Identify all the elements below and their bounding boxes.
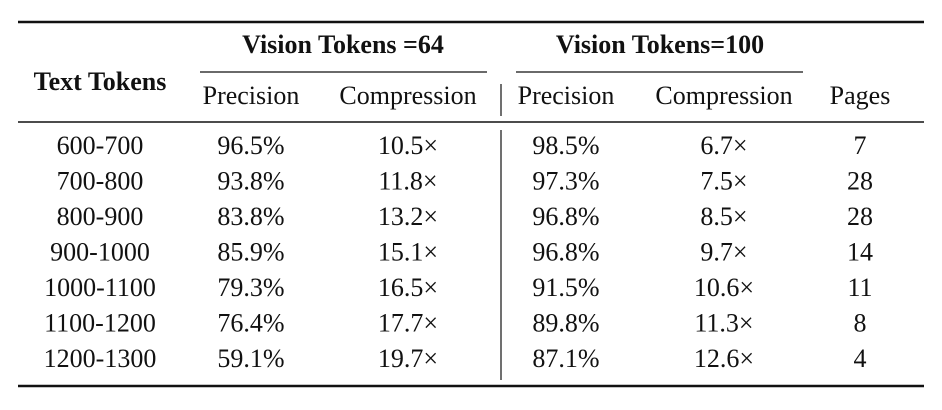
cell: 89.8% [532,308,599,337]
cell: 13.2× [378,202,438,231]
cell: 1100-1200 [44,308,156,337]
cell: 8 [854,308,867,337]
cell: 6.7× [700,131,747,160]
cell: 17.7× [378,308,438,337]
cell: 85.9% [217,237,284,266]
cell: 14 [847,237,873,266]
column-header: Text Tokens [34,67,167,96]
cell: 91.5% [532,273,599,302]
cell: 8.5× [700,202,747,231]
column-header: Compression [339,81,476,110]
group-header: Vision Tokens=100 [556,30,764,59]
group-header: Vision Tokens =64 [242,30,444,59]
cell: 7.5× [700,166,747,195]
cell: 19.7× [378,344,438,373]
cell: 96.8% [532,202,599,231]
cell: 83.8% [217,202,284,231]
cell: 15.1× [378,237,438,266]
cell: 900-1000 [50,237,150,266]
column-header: Pages [830,81,891,110]
cell: 76.4% [217,308,284,337]
cell: 97.3% [532,166,599,195]
cell: 11.8× [378,166,437,195]
cell: 96.8% [532,237,599,266]
cell: 4 [854,344,867,373]
cell: 10.5× [378,131,438,160]
column-header: Precision [518,81,615,110]
cell: 1000-1100 [44,273,156,302]
cell: 9.7× [700,237,747,266]
cell: 93.8% [217,166,284,195]
cell: 87.1% [532,344,599,373]
cell: 11.3× [694,308,753,337]
cell: 11 [847,273,872,302]
cell: 28 [847,166,873,195]
cell: 59.1% [217,344,284,373]
cell: 800-900 [57,202,144,231]
cell: 12.6× [694,344,754,373]
cell: 96.5% [217,131,284,160]
cell: 7 [854,131,867,160]
column-header: Compression [655,81,792,110]
cell: 98.5% [532,131,599,160]
cell: 28 [847,202,873,231]
cell: 700-800 [57,166,144,195]
cell: 600-700 [57,131,144,160]
cell: 79.3% [217,273,284,302]
cell: 10.6× [694,273,754,302]
column-header: Precision [203,81,300,110]
cell: 1200-1300 [44,344,157,373]
cell: 16.5× [378,273,438,302]
